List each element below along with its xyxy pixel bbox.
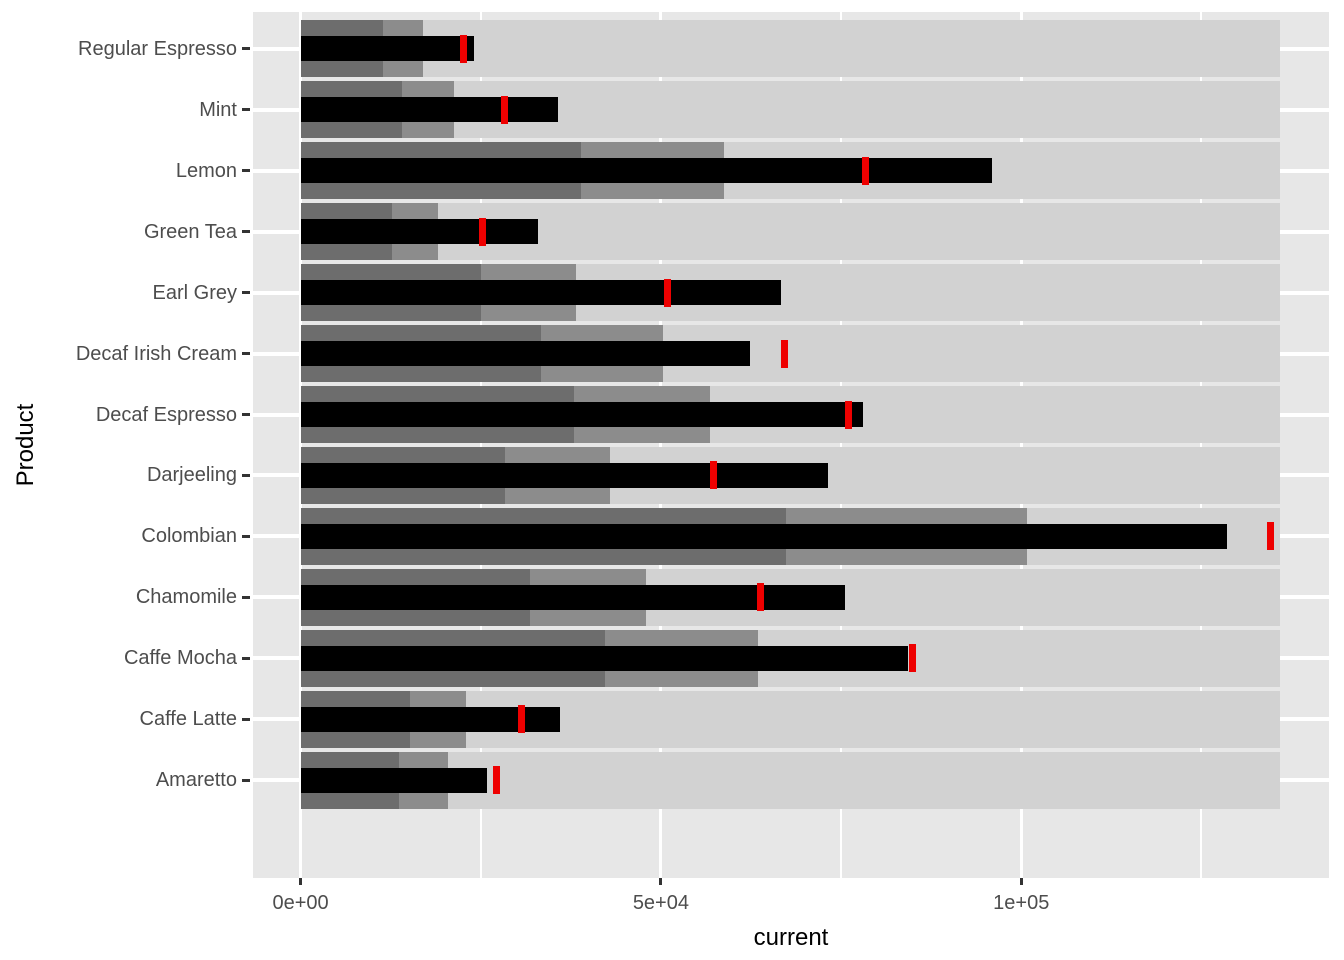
y-axis-tick-mark	[242, 108, 250, 112]
gridline-minor-vertical	[479, 12, 482, 878]
y-axis-tick-mark	[242, 413, 250, 416]
current-value-bar	[300, 402, 864, 427]
y-axis-tick-mark	[242, 169, 250, 173]
target-marker	[908, 644, 916, 673]
y-axis-tick-mark	[242, 656, 250, 660]
current-value-bar	[300, 280, 781, 306]
y-axis-label: Chamomile	[135, 586, 237, 609]
y-axis-label: Regular Espresso	[78, 37, 237, 60]
current-value-bar	[300, 36, 474, 62]
y-axis-tick-mark	[242, 778, 250, 782]
x-axis-tick-mark	[659, 878, 663, 885]
current-value-bar	[300, 584, 845, 610]
target-marker	[844, 400, 852, 429]
current-value-bar	[300, 645, 909, 671]
current-value-bar	[300, 341, 750, 367]
current-value-bar	[300, 158, 993, 184]
y-axis-tick-mark	[242, 352, 250, 356]
y-axis-label: Amaretto	[155, 769, 237, 792]
y-axis-label: Decaf Irish Cream	[75, 342, 237, 365]
y-axis-label: Caffe Latte	[139, 708, 237, 731]
gridline-major-vertical	[659, 12, 663, 878]
y-axis-label: Caffe Mocha	[123, 647, 237, 670]
y-axis-label: Darjeeling	[146, 464, 237, 487]
y-axis-label: Green Tea	[143, 220, 237, 243]
current-value-bar	[300, 219, 538, 245]
target-marker	[663, 278, 671, 307]
target-marker	[710, 461, 718, 490]
target-marker	[459, 34, 467, 63]
y-axis-tick-mark	[242, 717, 250, 721]
target-marker	[479, 217, 487, 246]
y-axis-tick-mark	[242, 291, 250, 295]
y-axis-label: Mint	[199, 98, 237, 121]
y-axis-label: Earl Grey	[152, 281, 237, 304]
gridline-minor-vertical	[840, 12, 843, 878]
x-axis-tick-mark	[299, 878, 303, 885]
current-value-bar	[300, 523, 1227, 549]
target-marker	[501, 95, 509, 124]
plot-panel	[253, 12, 1329, 878]
gridline-major-vertical	[1019, 12, 1023, 878]
target-marker	[780, 339, 788, 368]
current-value-bar	[300, 767, 487, 793]
target-marker	[756, 583, 764, 612]
y-axis-tick-mark	[242, 230, 250, 234]
x-axis-title: current	[753, 924, 829, 951]
y-axis-tick-mark	[242, 47, 250, 51]
x-axis-label: 5e+04	[632, 892, 689, 914]
y-axis-label: Lemon	[175, 159, 237, 182]
target-marker	[1267, 522, 1275, 551]
current-value-bar	[300, 462, 829, 488]
y-axis-label: Colombian	[141, 525, 237, 548]
current-value-bar	[300, 97, 558, 123]
y-axis-tick-mark	[242, 473, 250, 477]
gridline-minor-vertical	[1200, 12, 1203, 878]
current-value-bar	[300, 706, 560, 732]
x-axis-label: 1e+05	[993, 892, 1050, 914]
y-axis-tick-mark	[242, 534, 250, 538]
target-marker	[493, 766, 501, 795]
x-axis-tick-mark	[1019, 878, 1023, 885]
y-axis-tick-mark	[242, 595, 250, 599]
target-marker	[518, 705, 526, 734]
target-marker	[862, 156, 870, 185]
y-axis-label: Decaf Espresso	[95, 403, 237, 426]
x-axis-label: 0e+00	[272, 892, 329, 914]
gridline-major-vertical	[299, 12, 303, 878]
